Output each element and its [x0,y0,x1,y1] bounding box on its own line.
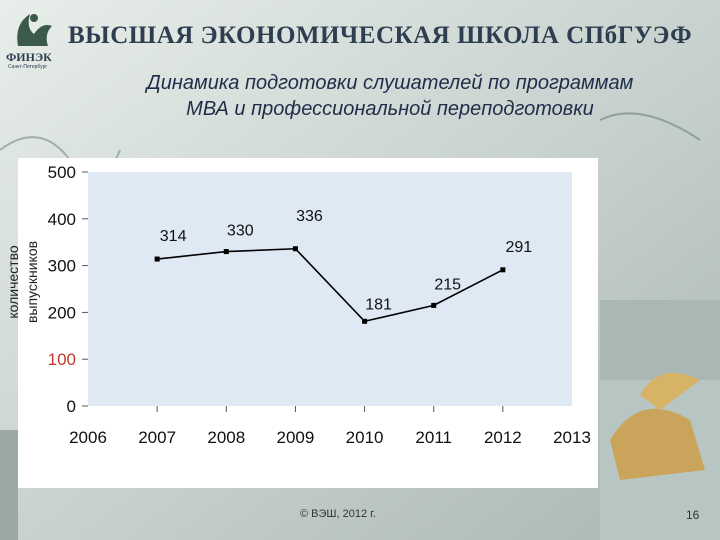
slide-title: Динамика подготовки слушателей по програ… [60,70,720,122]
y-tick-label: 300 [48,257,76,276]
x-tick-label: 2006 [69,428,107,447]
y-axis-title: количество выпускников [5,241,40,323]
y-axis-title-line2: выпускников [24,241,40,323]
x-tick-label: 2013 [553,428,591,447]
y-tick-label: 200 [48,303,76,322]
x-tick-label: 2009 [277,428,315,447]
y-tick-label: 500 [48,163,76,182]
slide-title-line1: Динамика подготовки слушателей по програ… [146,72,634,94]
data-point [431,302,437,308]
data-label: 336 [296,208,323,225]
logo-wordmark: ФИНЭК [6,50,52,64]
data-point [223,249,229,255]
y-tick-label: 100 [48,350,76,369]
x-tick-label: 2007 [138,428,176,447]
series-line [157,247,504,323]
data-label: 330 [227,223,254,240]
y-tick-label: 0 [67,397,76,416]
y-axis-title-line1: количество [5,245,21,319]
finek-logo [17,14,52,46]
logo-subtitle: Санкт-Петербург [8,64,48,70]
data-point [500,267,506,273]
data-point [362,318,368,324]
x-tick-label: 2012 [484,428,522,447]
data-label: 215 [434,276,461,293]
slide-title-line2: МВА и профессиональной переподготовки [186,98,594,120]
y-tick-label: 400 [48,210,76,229]
x-tick-label: 2010 [346,428,384,447]
data-label: 314 [160,228,187,245]
plot-area [88,172,572,406]
data-label: 291 [506,239,533,256]
x-tick-label: 2008 [207,428,245,447]
slide-header: ВЫСШАЯ ЭКОНОМИЧЕСКАЯ ШКОЛА СПбГУЭФ [68,22,693,49]
data-point [292,246,298,252]
page-number: 16 [686,508,700,522]
griffin-statue [610,408,705,480]
x-tick-label: 2011 [415,428,452,447]
data-point [154,256,160,262]
copyright-footer: © ВЭШ, 2012 г. [300,508,376,520]
data-label: 181 [365,296,392,313]
